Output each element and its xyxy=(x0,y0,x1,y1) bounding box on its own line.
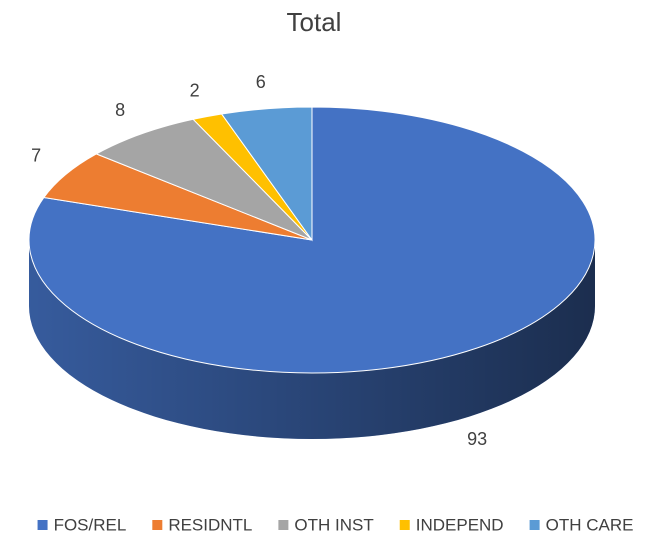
slice xyxy=(220,106,313,242)
legend: FOS/REL RESIDNTL OTH INST INDEPEND OTH CARE xyxy=(37,515,634,534)
slice xyxy=(95,118,313,241)
data-label: 2 xyxy=(190,80,200,100)
legend-swatch xyxy=(278,520,289,530)
legend-label: OTH INST xyxy=(294,515,373,534)
legend-swatch xyxy=(37,520,48,530)
data-label: 93 xyxy=(467,429,487,449)
data-label: 6 xyxy=(256,72,266,92)
legend-label: FOS/REL xyxy=(54,515,127,534)
legend-swatch xyxy=(529,520,540,530)
legend-label: INDEPEND xyxy=(416,515,504,534)
data-label: 7 xyxy=(31,145,41,165)
chart-title: Total xyxy=(287,7,342,37)
legend-swatch xyxy=(152,520,163,530)
legend-swatch xyxy=(399,520,410,530)
slice-side-shade xyxy=(29,240,595,439)
legend-label: OTH CARE xyxy=(546,515,634,534)
legend-label: RESIDNTL xyxy=(168,515,252,534)
data-label: 8 xyxy=(115,100,125,120)
